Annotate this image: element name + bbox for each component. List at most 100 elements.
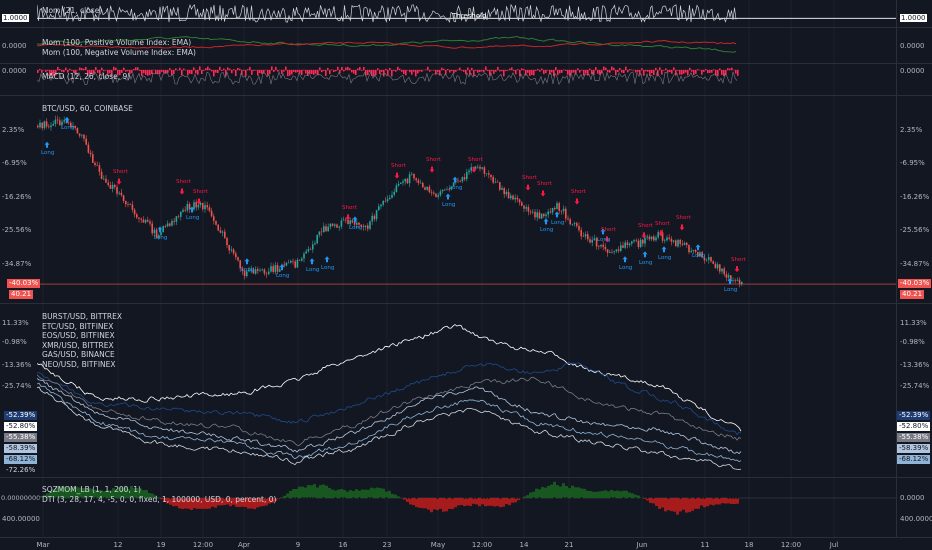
volume-index-plot[interactable] (37, 28, 897, 63)
main-price-pane[interactable]: 2.35% -6.95% -16.26% -25.56% -34.87% -40… (0, 96, 932, 304)
macd-histogram-bar (95, 67, 97, 71)
legend-gas[interactable]: GAS/USD, BINANCE (42, 350, 115, 359)
candle-body (499, 182, 501, 190)
macd-histogram-bar (357, 68, 359, 71)
macd-histogram-bar (425, 69, 427, 71)
macd-histogram-bar (335, 69, 337, 72)
candle-body (309, 249, 312, 250)
squeeze-momentum-bar (172, 498, 175, 507)
oscillator-pane[interactable]: 0.00000000 400.00000 SQZMOM_LB (1, 1, 20… (0, 478, 932, 537)
right-price-axis[interactable]: 11.33% -0.98% -13.36% -25.74% -52.39% -5… (896, 304, 932, 477)
squeeze-dot (406, 497, 409, 499)
squeeze-momentum-bar (700, 498, 703, 506)
long-signal-label: Long (639, 260, 653, 266)
macd-histogram-bar (319, 67, 321, 71)
macd-histogram-bar (545, 69, 547, 74)
macd-histogram-bar (245, 69, 247, 77)
macd-histogram-bar (133, 68, 135, 71)
macd-histogram-bar (433, 69, 435, 71)
macd-pane[interactable]: 0.0000 MACD (12, 26, close, 9) 0.0000 (0, 64, 932, 96)
legend-burst[interactable]: BURST/USD, BITTREX (42, 312, 122, 321)
time-axis[interactable]: Mar 12 19 12:00 Apr 9 16 23 May 12:00 14… (0, 537, 932, 550)
macd-histogram-bar (271, 66, 273, 71)
right-price-axis[interactable]: 1.0000 (896, 0, 932, 27)
time-tick: Jul (829, 541, 839, 549)
right-price-axis[interactable]: 2.35% -6.95% -16.26% -25.56% -34.87% -40… (896, 96, 932, 303)
left-price-axis[interactable]: 1.0000 (0, 0, 37, 27)
squeeze-momentum-bar (58, 486, 61, 498)
squeeze-momentum-bar (637, 495, 640, 498)
macd-histogram-bar (115, 67, 117, 71)
macd-histogram-bar (565, 69, 567, 71)
macd-histogram-bar (213, 69, 215, 77)
momentum-pane[interactable]: 1.0000 Mom (21, close) Threshold 1.0000 (0, 0, 932, 28)
long-arrow (600, 228, 606, 235)
candle-body (424, 187, 426, 190)
macd-histogram-bar (291, 69, 293, 75)
legend-dti[interactable]: DTI (3, 28, 17, 4, -5, 0, 0, fixed, 1, 1… (42, 494, 277, 504)
candle-body (298, 259, 301, 261)
squeeze-dot (79, 497, 82, 499)
comparison-plot[interactable] (37, 304, 897, 477)
candle-body (609, 251, 611, 253)
left-price-axis[interactable]: 2.35% -6.95% -16.26% -25.56% -34.87% -40… (0, 96, 41, 303)
squeeze-momentum-bar (370, 487, 373, 498)
legend-neo[interactable]: NEO/USD, BITFINEX (42, 359, 116, 369)
candle-body (160, 232, 162, 236)
macd-histogram-bar (281, 69, 283, 74)
candle-body (716, 264, 719, 269)
macd-histogram-bar (277, 69, 279, 72)
squeeze-momentum-bar (391, 493, 394, 498)
macd-histogram-bar (45, 69, 47, 72)
volume-index-pane[interactable]: 0.0000 Mom (100, Positive Volume Index: … (0, 28, 932, 64)
squeeze-momentum-bar (466, 498, 469, 506)
squeeze-momentum-bar (622, 490, 625, 498)
candle-body (670, 238, 673, 242)
macd-histogram-bar (517, 69, 519, 71)
squeeze-momentum-bar (223, 498, 226, 506)
legend-xmr[interactable]: XMR/USD, BITTREX (42, 340, 114, 350)
squeeze-momentum-bar (649, 498, 652, 503)
macd-histogram-bar (629, 69, 631, 71)
left-price-axis[interactable]: 0.0000 (0, 28, 37, 63)
legend-sqzmom[interactable]: SQZMOM_LB (1, 1, 200, 1) (42, 485, 141, 494)
right-price-axis[interactable]: 0.0000 (896, 28, 932, 63)
candle-body (523, 205, 525, 209)
squeeze-momentum-bar (265, 498, 268, 506)
squeeze-momentum-bar (295, 489, 298, 498)
macd-histogram-bar (211, 69, 213, 72)
squeeze-dot (286, 497, 289, 499)
macd-histogram-bar (109, 69, 111, 74)
macd-plot[interactable] (37, 64, 897, 95)
legend-eos[interactable]: EOS/USD, BITFINEX (42, 331, 115, 340)
left-price-axis[interactable]: 0.00000000 400.00000 (0, 478, 40, 537)
oscillator-plot[interactable] (37, 478, 897, 537)
squeeze-momentum-bar (397, 496, 400, 498)
candle-body (272, 266, 274, 272)
candle-body (580, 230, 582, 237)
squeeze-dot (307, 497, 310, 499)
legend-etc[interactable]: ETC/USD, BITFINEX (42, 321, 114, 331)
right-price-axis[interactable]: 0.0000 (896, 64, 932, 95)
candle-body (151, 223, 153, 234)
symbol-legend[interactable]: BTC/USD, 60, COINBASE (42, 104, 133, 113)
left-price-axis[interactable]: 0.0000 (0, 64, 37, 95)
macd-histogram-bar (685, 69, 687, 73)
macd-histogram-bar (645, 69, 647, 72)
candle-body (138, 217, 140, 219)
macd-histogram-bar (541, 68, 543, 71)
squeeze-dot (718, 497, 721, 499)
candle-body (620, 245, 622, 251)
squeeze-momentum-bar (367, 489, 370, 498)
time-tick: 16 (338, 541, 348, 549)
momentum-plot[interactable] (37, 0, 897, 27)
candle-body (633, 240, 635, 242)
candle-body (518, 199, 521, 203)
comparison-pane[interactable]: 11.33% -0.98% -13.36% -25.74% -52.39% -5… (0, 304, 932, 478)
squeeze-dot (487, 497, 490, 499)
candle-body (153, 229, 156, 234)
right-price-axis[interactable]: 0.0000 400.0000 (896, 478, 932, 537)
candlestick-plot[interactable] (37, 96, 897, 303)
macd-histogram-bar (427, 66, 429, 71)
left-price-axis[interactable]: 11.33% -0.98% -13.36% -25.74% -52.39% -5… (0, 304, 38, 477)
